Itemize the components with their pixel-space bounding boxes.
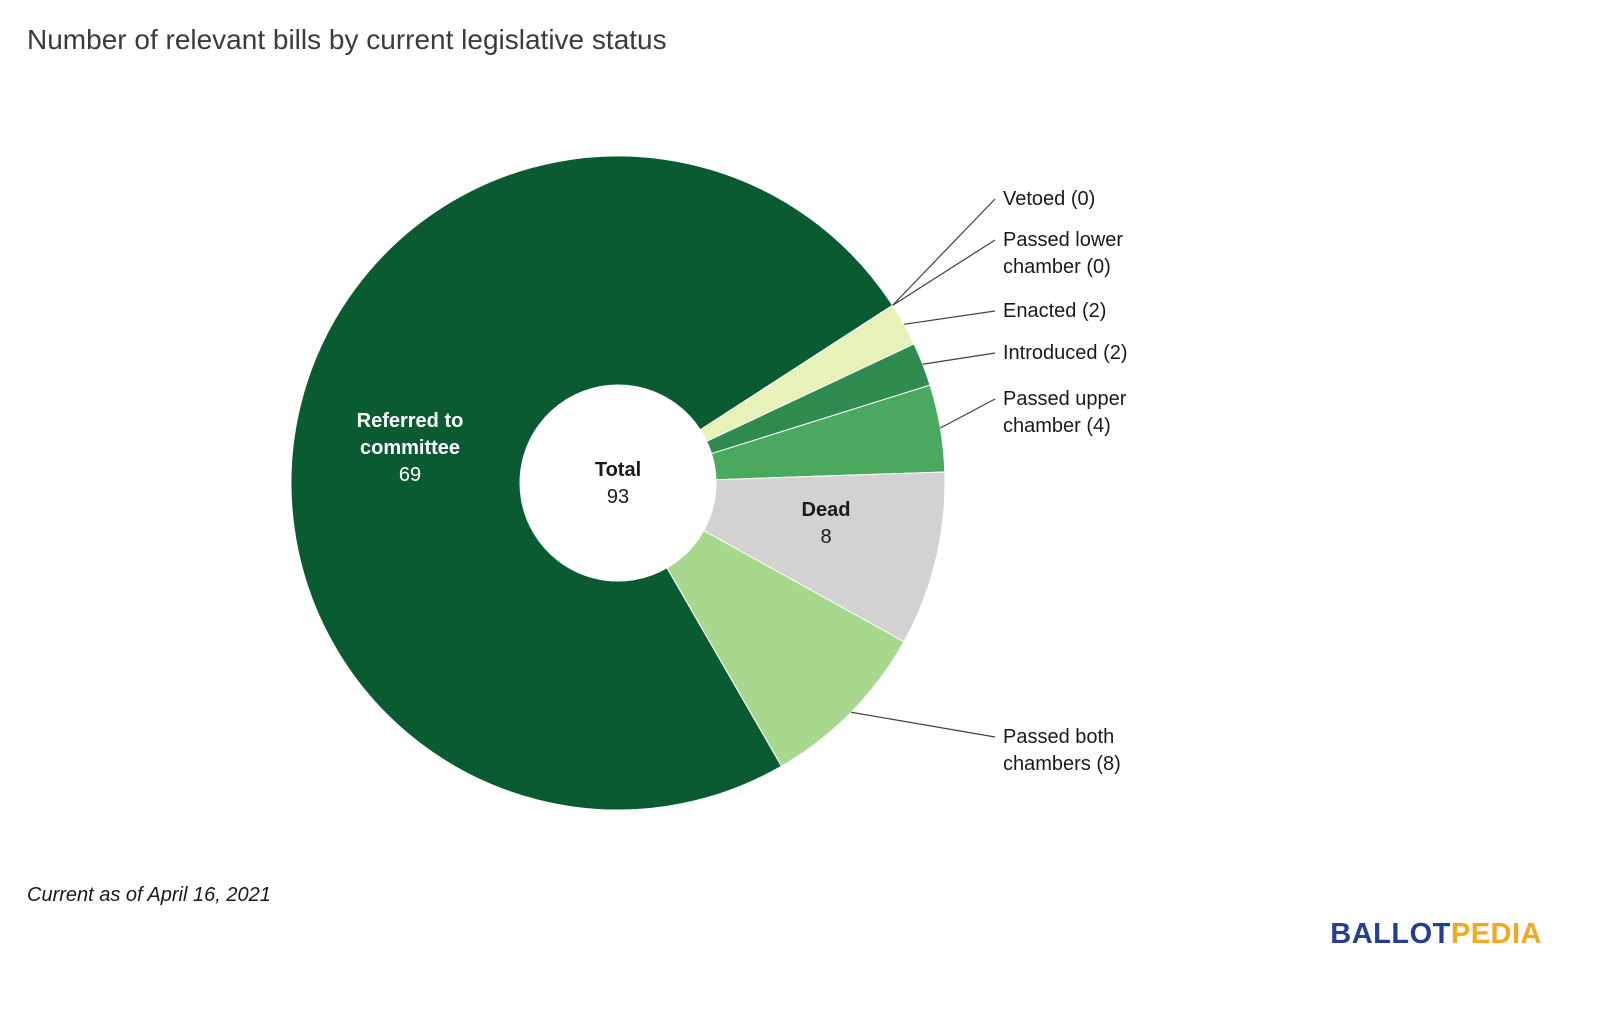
chart-title: Number of relevant bills by current legi… xyxy=(27,24,667,55)
total-label: Total xyxy=(594,459,642,481)
logo-ballot: BALLOT xyxy=(1330,918,1451,950)
slice-label-value: 8 xyxy=(820,526,832,548)
slice-label-referred-to-committee: Referred to committee 69 xyxy=(340,408,480,489)
slice-label-dead: Dead 8 xyxy=(766,497,886,551)
leader-line-introduced xyxy=(922,352,996,365)
callout-enacted: Enacted (2) xyxy=(1003,300,1107,322)
slice-label-text: Dead xyxy=(801,499,851,521)
total-value: 93 xyxy=(606,486,630,508)
leader-line-passed-lower-chamber xyxy=(892,239,996,306)
callout-vetoed: Vetoed (0) xyxy=(1003,188,1096,210)
callout-passed-upper-chamber: Passed upper chamber (4) xyxy=(1003,388,1127,437)
slice-passed-both-chambers xyxy=(666,529,905,767)
slice-label-text: Referred to committee xyxy=(356,410,464,459)
callout-passed-lower-chamber: Passed lower chamber (0) xyxy=(1003,229,1124,278)
leader-line-passed-both-chambers xyxy=(851,711,996,738)
leader-line-enacted xyxy=(903,310,996,325)
leader-line-vetoed xyxy=(892,198,996,306)
footnote-current-as-of: Current as of April 16, 2021 xyxy=(27,884,271,906)
slice-dead xyxy=(703,471,946,643)
ballotpedia-logo: BALLOTPEDIA xyxy=(1330,918,1542,951)
slice-label-value: 69 xyxy=(398,464,422,486)
callout-introduced: Introduced (2) xyxy=(1003,342,1128,364)
donut-center-total: Total 93 xyxy=(558,457,678,511)
callout-passed-both-chambers: Passed both chambers (8) xyxy=(1003,726,1121,775)
leader-line-passed-upper-chamber xyxy=(940,398,996,429)
slice-referred-to-committee xyxy=(290,155,894,811)
logo-pedia: PEDIA xyxy=(1450,918,1542,950)
